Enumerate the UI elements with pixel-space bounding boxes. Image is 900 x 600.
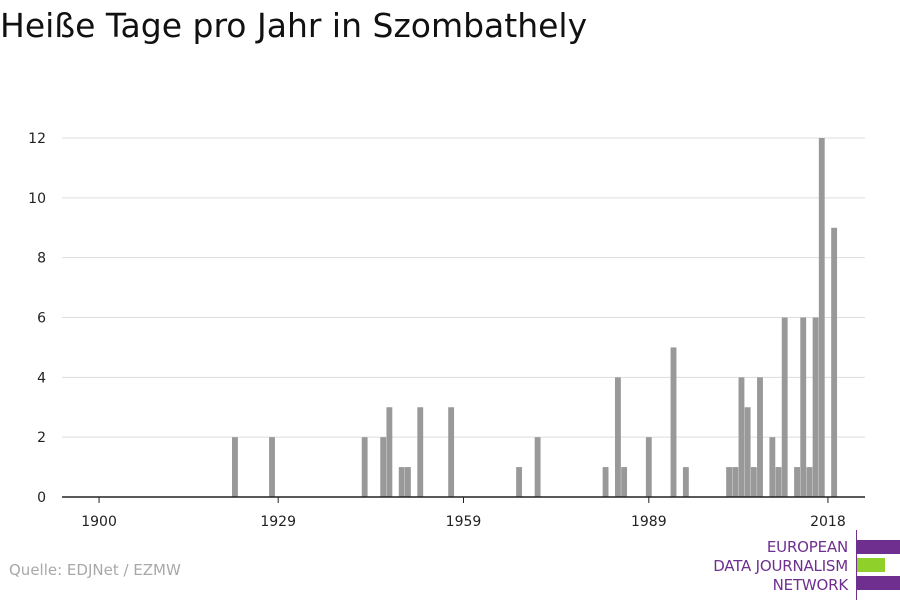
bar (831, 227, 838, 497)
bars (232, 138, 838, 497)
bar (775, 467, 782, 497)
x-tick-label: 1929 (260, 514, 296, 530)
bar (645, 437, 652, 497)
y-tick-labels: 0 2 4 6 8 10 12 (28, 131, 46, 506)
y-tick-label: 2 (37, 430, 46, 446)
x-tick-labels: 1900 1929 1959 1989 2018 (81, 514, 846, 530)
logo-text: EUROPEAN DATA JOURNALISM NETWORK (713, 538, 848, 595)
logo-line: NETWORK (772, 576, 849, 594)
bar (732, 467, 739, 497)
logo-divider (856, 530, 857, 600)
chart-title: Heiße Tage pro Jahr in Szombathely (0, 6, 588, 45)
logo-line: DATA JOURNALISM (713, 557, 848, 575)
x-tick-label: 1989 (631, 514, 667, 530)
bar (670, 347, 677, 497)
bar (380, 437, 387, 497)
bar (726, 467, 733, 497)
bar (398, 467, 405, 497)
logo-bar (857, 540, 900, 554)
bar (269, 437, 275, 497)
logo-bar (857, 558, 885, 572)
y-tick-label: 8 (37, 251, 46, 267)
bar (818, 138, 825, 497)
bar (448, 407, 455, 497)
bar (682, 467, 689, 497)
bar (534, 437, 541, 497)
bar (361, 437, 368, 497)
x-axis (62, 496, 865, 503)
bar (781, 317, 788, 497)
y-tick-label: 6 (37, 311, 46, 327)
bar (800, 317, 807, 497)
x-tick-label: 1959 (446, 514, 482, 530)
bar (232, 437, 238, 497)
bar (602, 467, 609, 497)
bar (738, 377, 745, 497)
bar (417, 407, 424, 497)
bar (806, 467, 813, 497)
bar (769, 437, 776, 497)
bar (794, 467, 800, 497)
bar (404, 467, 411, 497)
edjnet-logo: EUROPEAN DATA JOURNALISM NETWORK (700, 530, 900, 600)
bar (386, 407, 393, 497)
y-tick-label: 10 (28, 191, 46, 207)
gridlines (62, 137, 865, 438)
logo-line: EUROPEAN (766, 538, 848, 556)
y-tick-label: 12 (28, 131, 46, 147)
x-tick-label: 1900 (81, 514, 117, 530)
x-tick-label: 2018 (810, 514, 846, 530)
y-tick-label: 4 (37, 370, 46, 386)
bar (757, 377, 763, 497)
bar (516, 467, 523, 497)
bar (621, 467, 628, 497)
source-note: Quelle: EDJNet / EZMW (9, 561, 181, 579)
bar (812, 317, 819, 497)
y-tick-label: 0 (37, 490, 46, 506)
bar (744, 407, 751, 497)
bar (750, 467, 757, 497)
bar (614, 377, 621, 497)
logo-bar (857, 576, 900, 590)
